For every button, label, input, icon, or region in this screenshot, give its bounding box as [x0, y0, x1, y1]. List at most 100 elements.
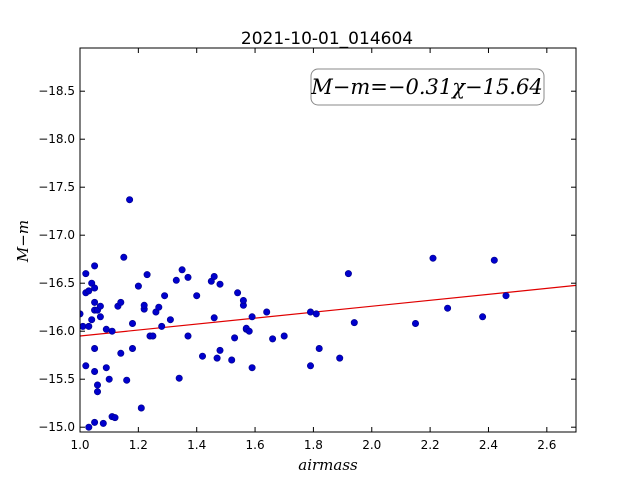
- data-point: [315, 344, 323, 352]
- x-tick-label: 1.0: [70, 438, 89, 452]
- data-point: [166, 316, 174, 324]
- data-point: [248, 313, 256, 321]
- data-point: [216, 280, 224, 288]
- fit-equation-frame: [310, 68, 545, 106]
- data-point: [429, 254, 437, 262]
- x-tick-label: 2.4: [479, 438, 498, 452]
- y-axis: −15.0 −15.5 −16.0 −16.5 −17.0 −17.5 −18.0 −18.5: [38, 84, 576, 434]
- x-tick-label: 1.4: [187, 438, 206, 452]
- data-point: [216, 346, 224, 354]
- data-point: [172, 276, 180, 284]
- data-point: [350, 319, 358, 327]
- data-point: [85, 287, 93, 295]
- data-point: [117, 349, 125, 357]
- data-point: [91, 284, 99, 292]
- plot-frame: [79, 47, 577, 433]
- data-point: [502, 292, 510, 300]
- data-point: [96, 313, 104, 321]
- x-tick-label: 2.2: [421, 438, 440, 452]
- data-point: [306, 308, 314, 316]
- y-tick-label: −17.5: [38, 180, 75, 194]
- data-point: [312, 310, 320, 318]
- data-point: [175, 374, 183, 382]
- data-point: [111, 414, 119, 422]
- data-point: [336, 354, 344, 362]
- data-point: [280, 332, 288, 340]
- data-point: [210, 314, 218, 322]
- data-point: [94, 381, 102, 389]
- x-tick-label: 2.0: [362, 438, 381, 452]
- data-points: [80, 196, 510, 431]
- data-point: [228, 356, 236, 364]
- data-point: [479, 313, 487, 321]
- data-point: [140, 301, 148, 309]
- data-point: [82, 362, 90, 370]
- data-point: [155, 303, 163, 311]
- fit-equation-box: M−m=−0.31χ−15.64: [310, 68, 545, 106]
- data-point: [199, 352, 207, 360]
- data-point: [234, 289, 242, 297]
- data-point: [91, 298, 99, 306]
- y-tick-label: −16.5: [38, 276, 75, 290]
- data-point: [143, 271, 151, 279]
- data-point: [178, 266, 186, 274]
- data-point: [99, 419, 107, 427]
- data-point: [91, 262, 99, 270]
- y-axis-label: M−m: [14, 220, 32, 263]
- data-point: [120, 253, 128, 261]
- y-tick-label: −15.0: [38, 420, 75, 434]
- data-point: [102, 325, 110, 333]
- data-point: [102, 364, 110, 372]
- data-point: [161, 292, 169, 300]
- data-point: [117, 298, 125, 306]
- data-point: [80, 322, 87, 330]
- data-point: [245, 327, 253, 335]
- data-point: [184, 273, 192, 281]
- data-point: [184, 332, 192, 340]
- data-point: [96, 302, 104, 310]
- data-point: [105, 375, 113, 383]
- plot-area: [79, 47, 577, 433]
- data-point: [231, 334, 239, 342]
- data-point: [134, 282, 142, 290]
- data-point: [91, 367, 99, 375]
- data-point: [85, 423, 93, 431]
- data-point: [490, 256, 498, 264]
- data-point: [126, 196, 134, 204]
- data-point: [158, 322, 166, 330]
- x-tick-label: 1.6: [246, 438, 265, 452]
- fit-equation-label: M−m=−0.31χ−15.64: [310, 75, 542, 99]
- y-tick-label: −16.0: [38, 324, 75, 338]
- data-point: [129, 319, 137, 327]
- data-point: [137, 404, 145, 412]
- x-tick-label: 1.2: [129, 438, 148, 452]
- y-tick-label: −18.5: [38, 84, 75, 98]
- data-point: [149, 332, 157, 340]
- data-point: [94, 388, 102, 396]
- data-point: [123, 376, 131, 384]
- y-tick-label: −17.0: [38, 228, 75, 242]
- data-point: [306, 362, 314, 370]
- data-point: [248, 364, 256, 372]
- data-point: [193, 292, 201, 300]
- data-point: [239, 296, 247, 304]
- y-tick-label: −18.0: [38, 132, 75, 146]
- data-point: [269, 335, 277, 343]
- y-tick-label: −15.5: [38, 372, 75, 386]
- data-point: [263, 308, 271, 316]
- data-point: [91, 418, 99, 426]
- data-point: [411, 319, 419, 327]
- data-point: [129, 344, 137, 352]
- x-tick-label: 1.8: [304, 438, 323, 452]
- data-point: [82, 270, 90, 278]
- x-tick-label: 2.6: [537, 438, 556, 452]
- x-axis: 1.0 1.2 1.4 1.6 1.8 2.0 2.2 2.4 2.6: [70, 48, 556, 452]
- data-point: [88, 316, 96, 324]
- chart-title: 2021-10-01_014604: [241, 29, 413, 49]
- data-point: [85, 322, 93, 330]
- data-point: [210, 272, 218, 280]
- data-point: [444, 304, 452, 312]
- data-point: [108, 327, 116, 335]
